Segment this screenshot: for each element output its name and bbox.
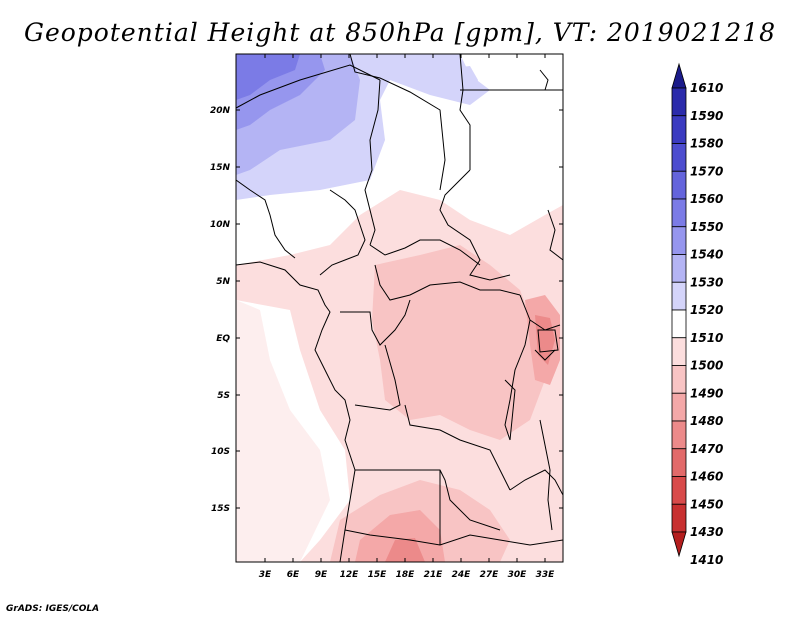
colorbar-swatch (671, 170, 687, 200)
lat-label-15s: 15S (211, 504, 230, 514)
grads-credit: GrADS: IGES/COLA (6, 604, 100, 614)
border-algeria-niger (236, 64, 381, 109)
colorbar-label: 1510 (690, 331, 723, 345)
colorbar-swatch (671, 62, 687, 89)
colorbar-swatch (671, 420, 687, 450)
coastline-west (236, 261, 356, 562)
colorbar-swatch (671, 309, 687, 339)
colorbar-swatch (671, 226, 687, 255)
border-sudan (439, 169, 511, 281)
border-mali-burkina (236, 179, 296, 259)
border-namibia-botswana (344, 529, 563, 546)
border-gabon-congo (340, 299, 411, 346)
colorbar-label: 1530 (690, 275, 723, 289)
colorbar-label: 1430 (690, 525, 723, 539)
lat-label-20n: 20N (210, 106, 231, 116)
colorbar-label: 1470 (690, 442, 723, 456)
colorbar-label: 1550 (690, 220, 723, 234)
colorbar-swatch (671, 198, 687, 228)
field-1520-ne-blob (452, 66, 478, 100)
coast-red-sea (539, 69, 549, 91)
colorbar-label: 1560 (690, 192, 723, 206)
colorbar-label: 1410 (690, 553, 723, 567)
colorbar-label: 1480 (690, 414, 723, 428)
lat-labels: 20N 15N 10N 5N EQ 5S 10S 15S (210, 106, 231, 514)
lon-label-33e: 33E (536, 570, 556, 580)
lon-label-18e: 18E (396, 570, 416, 580)
lon-label-30e: 30E (508, 570, 528, 580)
lon-label-27e: 27E (480, 570, 500, 580)
colorbar-label: 1520 (690, 303, 723, 317)
border-niger-chad (364, 79, 381, 246)
border-drc-angola-zambia (404, 404, 511, 491)
border-rwanda (534, 349, 556, 361)
colorbar-label: 1450 (690, 497, 723, 511)
lon-label-24e: 24E (452, 570, 472, 580)
colorbar-swatch (671, 448, 687, 477)
colorbar-label: 1490 (690, 386, 723, 400)
border-ethiopia (547, 209, 563, 261)
lon-label-6e: 6E (287, 570, 300, 580)
field-pale-atlantic (236, 300, 330, 562)
colorbar-swatch (671, 337, 687, 366)
lon-tick-marks (264, 54, 546, 562)
lat-label-10n: 10N (210, 220, 231, 230)
field-1480-1490 (372, 245, 545, 440)
colorbar-swatch (671, 87, 687, 117)
lat-tick-marks (236, 109, 563, 509)
colorbar-swatch (671, 503, 687, 533)
lat-label-5s: 5S (217, 391, 230, 401)
lat-label-5n: 5N (216, 277, 230, 287)
colorbar: 1610 1590 1580 1570 1560 1550 1540 1530 1520 1510… (671, 62, 723, 567)
border-car-north (369, 239, 481, 266)
border-libya-chad (349, 54, 446, 191)
lake-tanganyika (504, 379, 516, 441)
colorbar-swatch (671, 392, 687, 422)
lat-label-eq: EQ (216, 334, 230, 344)
lon-label-15e: 15E (368, 570, 388, 580)
colorbar-swatch (671, 281, 687, 311)
map-title: Geopotential Height at 850hPa [gpm], VT:… (23, 18, 777, 47)
map-frame (235, 53, 564, 563)
colorbar-swatch (671, 365, 687, 394)
colorbar-label: 1610 (690, 81, 723, 95)
border-nigeria (319, 189, 366, 276)
lon-label-12e: 12E (340, 570, 360, 580)
lat-label-15n: 15N (210, 163, 231, 173)
colorbar-swatch (671, 254, 687, 283)
colorbar-swatch (671, 476, 687, 505)
colorbar-label: 1460 (690, 470, 723, 484)
colorbar-swatch (671, 531, 687, 558)
field-1460-1470 (385, 538, 425, 562)
lake-victoria (537, 329, 559, 353)
colorbar-label: 1580 (690, 137, 723, 151)
border-malawi (539, 419, 553, 531)
border-zambia-mozambique (509, 469, 563, 496)
lon-labels: 3E 6E 9E 12E 15E 18E 21E 24E 27E 30E 33E (259, 570, 555, 580)
colorbar-swatch (671, 115, 687, 144)
border-congo-angola (354, 344, 401, 411)
colorbar-label: 1590 (690, 109, 723, 123)
lon-label-21e: 21E (424, 570, 444, 580)
field-1470-1480 (355, 510, 445, 562)
height-field (236, 54, 563, 562)
colorbar-label: 1570 (690, 164, 723, 178)
boundaries (236, 54, 563, 562)
lon-label-3e: 3E (259, 570, 272, 580)
border-egypt-sudan (459, 54, 471, 170)
lon-label-9e: 9E (315, 570, 328, 580)
border-car-south (374, 264, 521, 301)
colorbar-label: 1540 (690, 248, 723, 262)
border-angola-namibia (355, 469, 501, 531)
colorbar-label: 1500 (690, 359, 723, 373)
colorbar-swatch (671, 143, 687, 172)
field-1550-1560 (236, 54, 300, 100)
lat-label-10s: 10S (211, 447, 230, 457)
